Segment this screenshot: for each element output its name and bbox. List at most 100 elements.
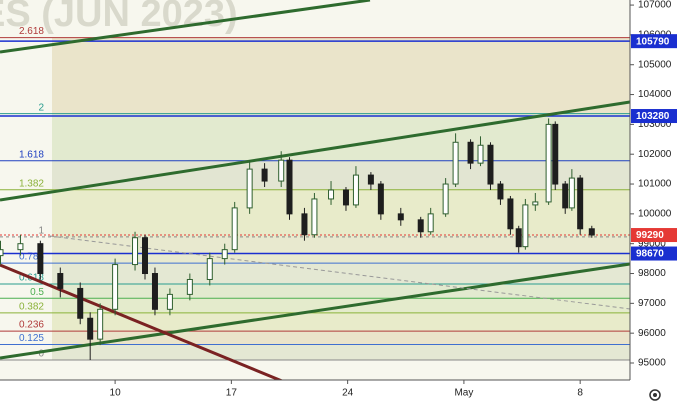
candle-body [57, 273, 64, 289]
price-badge [631, 109, 677, 124]
fib-band [52, 236, 630, 264]
candle-body [231, 207, 238, 251]
candle-body [477, 144, 484, 164]
y-tick-label: 96000 [638, 328, 666, 339]
candle-body [342, 189, 349, 206]
x-tick-label: 24 [342, 388, 354, 399]
fib-band [52, 344, 630, 361]
candle-body [77, 287, 84, 319]
candle-body [497, 183, 504, 200]
fib-label: 2.618 [19, 26, 44, 37]
price-badge-label: 105790 [636, 36, 670, 47]
y-tick-label: 107000 [638, 0, 672, 11]
y-tick-label: 99000 [638, 238, 666, 249]
candle-body [112, 264, 119, 310]
candle-body [577, 177, 584, 230]
candle-body [97, 308, 104, 340]
price-badge [631, 246, 677, 261]
candle-body [507, 198, 514, 230]
candle-body [151, 273, 158, 310]
candle-body [246, 168, 253, 209]
y-tick-label: 104000 [638, 89, 672, 100]
candle-body [568, 177, 575, 209]
fib-band [52, 189, 630, 237]
trend-line [0, 0, 371, 54]
fib-band [52, 37, 630, 114]
price-badge [631, 34, 677, 49]
candle-body [206, 258, 213, 280]
fib-band [52, 312, 630, 332]
x-tick-label: 10 [110, 388, 122, 399]
y-tick-label: 101000 [638, 179, 672, 190]
candle-body [377, 183, 384, 215]
fib-band [52, 263, 630, 284]
gear-center[interactable] [653, 393, 657, 397]
x-tick-label: May [454, 388, 473, 399]
fib-label: 0.236 [19, 320, 44, 331]
candle-body [562, 183, 569, 209]
candle-body [467, 141, 474, 164]
candle-body [367, 174, 374, 185]
candle-body [132, 237, 139, 266]
candle-body [588, 228, 595, 236]
time-axis [0, 380, 630, 410]
candle-body [427, 213, 434, 233]
gear[interactable] [649, 389, 661, 401]
y-tick-label: 95000 [638, 358, 666, 369]
fib-label: 0.382 [19, 302, 44, 313]
y-tick-label: 98000 [638, 268, 666, 279]
candle-body [301, 213, 308, 236]
candle-body [552, 123, 559, 185]
price-axis [630, 0, 680, 410]
y-tick-label: 105000 [638, 59, 672, 70]
candle-body [286, 159, 293, 215]
candle-body [417, 219, 424, 233]
fib-label: 0.5 [30, 287, 44, 298]
candle-body [221, 249, 228, 260]
trend-line [0, 263, 283, 383]
fib-label: 0 [38, 349, 44, 360]
watermark-title: ES (JUN 2023) [0, 0, 238, 35]
settings-icon[interactable] [649, 389, 661, 401]
fib-label: 1.382 [19, 178, 44, 189]
fib-band [52, 283, 630, 299]
x-tick-label: 17 [226, 388, 238, 399]
candle-body [17, 243, 24, 251]
candle-body [87, 317, 94, 340]
candle-body [142, 237, 149, 275]
candle-body [545, 123, 552, 203]
y-tick-label: 97000 [638, 298, 666, 309]
y-tick-label: 102000 [638, 149, 672, 160]
price-badge-label: 98670 [636, 249, 664, 260]
candle-body [397, 213, 404, 221]
fib-label: 1.618 [19, 149, 44, 160]
fib-band [52, 113, 630, 161]
price-badge [631, 228, 677, 243]
candle-body [166, 293, 173, 310]
candle-body [278, 159, 285, 182]
fib-label: 0.786 [19, 252, 44, 263]
price-badge-label: 99290 [636, 230, 664, 241]
fib-label: 1 [38, 225, 44, 236]
candle-body [487, 144, 494, 185]
fib-band [52, 160, 630, 190]
fib-band [52, 298, 630, 313]
y-tick-label: 100000 [638, 209, 672, 220]
candle-body [0, 249, 4, 257]
candle-body [261, 168, 268, 182]
candle-body [442, 183, 449, 215]
candle-body [352, 174, 359, 206]
candle-body [522, 204, 529, 248]
candle-body [186, 278, 193, 295]
x-tick-label: 8 [577, 388, 583, 399]
y-tick-label: 103000 [638, 119, 672, 130]
fib-band [52, 331, 630, 345]
trend-line [0, 100, 631, 202]
trend-line [0, 262, 631, 360]
fib-label: 0.125 [19, 333, 44, 344]
fib-label: 2 [38, 102, 44, 113]
candle-body [328, 189, 335, 200]
candle-body [532, 201, 539, 206]
candle-body [452, 141, 459, 185]
